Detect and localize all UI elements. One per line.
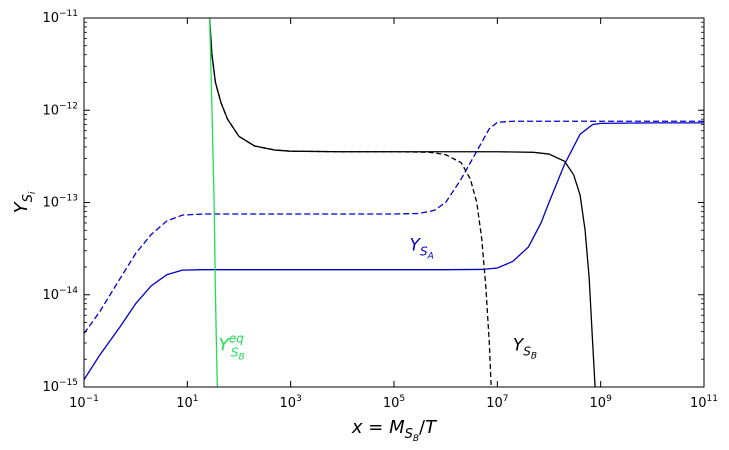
axis-label-layer: x = MSB/T YSi <box>11 191 438 444</box>
y-tick-label: 10−12 <box>42 101 78 118</box>
annotation-layer: YSA YSB Yeq SB <box>218 236 537 363</box>
y-tick-label: 10−14 <box>42 286 78 303</box>
series-ysa-dashed <box>84 120 704 334</box>
curve-label-ysa: YSA <box>410 236 434 262</box>
y-tick-label: 10−11 <box>42 9 78 26</box>
series-ysb-eq <box>208 18 218 387</box>
series-layer <box>84 18 704 387</box>
x-tick-label: 105 <box>383 394 405 411</box>
x-tick-label: 101 <box>176 394 198 411</box>
x-tick-label: 1011 <box>690 394 718 411</box>
x-tick-label: 109 <box>590 394 613 411</box>
series-ysa-solid <box>84 122 704 381</box>
x-tick-label: 107 <box>486 394 508 411</box>
x-tick-label: 10−1 <box>69 394 99 411</box>
curve-label-ysb: YSB <box>513 335 537 361</box>
x-axis-label: x = MSB/T <box>351 417 438 444</box>
curve-label-ysbeq: Yeq SB <box>218 331 244 362</box>
series-ysb-solid <box>208 18 596 387</box>
tick-layer: 10−1 101 103 105 107 109 1011 10−15 10−14 10−13 10… <box>42 9 718 411</box>
x-tick-label: 103 <box>280 394 302 411</box>
y-tick-label: 10−13 <box>42 194 78 211</box>
series-ysb-dashed <box>211 54 492 387</box>
y-axis-label: YSi <box>11 191 38 213</box>
y-tick-label: 10−15 <box>42 378 78 395</box>
